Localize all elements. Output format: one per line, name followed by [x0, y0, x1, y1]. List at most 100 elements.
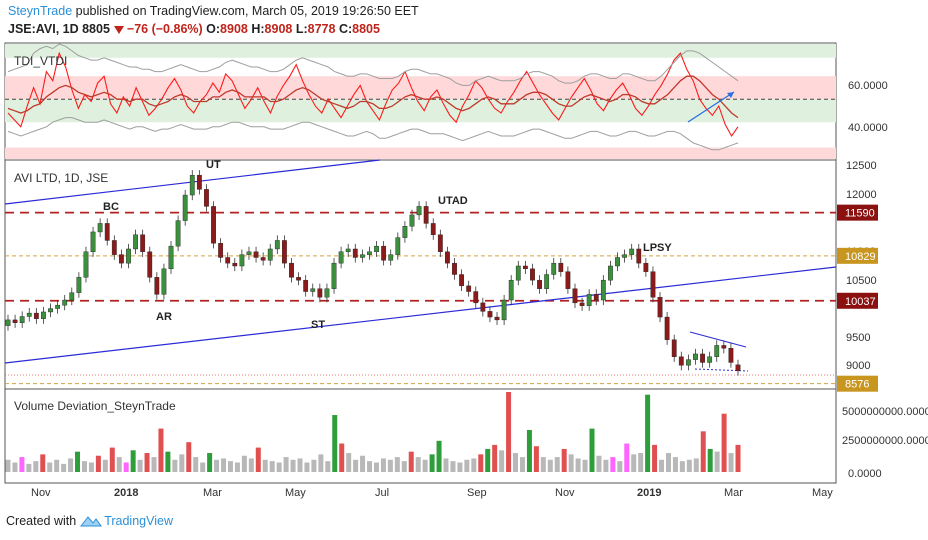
candle: [175, 215, 181, 252]
volume-bar: [47, 462, 53, 472]
tdi-arrow-head-icon: [727, 92, 734, 98]
volume-bar: [603, 459, 609, 472]
tdi-zone-0: [5, 76, 836, 100]
candle: [402, 221, 408, 243]
volume-bar: [422, 459, 428, 472]
volume-bar: [401, 461, 407, 472]
candle: [600, 275, 606, 306]
tdi-series-3: [7, 117, 739, 151]
tdi-series-0: [7, 51, 739, 138]
volume-bar: [367, 461, 373, 472]
volume-bar: [193, 457, 199, 472]
lower-trend-line[interactable]: [4, 266, 837, 364]
volume-bar: [318, 454, 324, 472]
volume-bar: [652, 444, 658, 472]
volume-bar: [297, 458, 303, 472]
wedge-top-line[interactable]: [689, 331, 747, 348]
candle: [246, 246, 252, 260]
candle: [55, 300, 61, 314]
candle: [211, 201, 216, 249]
volume-bar: [443, 458, 449, 472]
candle: [118, 249, 124, 269]
price-tick-9000: 9000: [846, 360, 870, 372]
volume-bar: [408, 451, 414, 472]
volume-bar: [506, 392, 512, 472]
price-tick-12500: 12500: [846, 160, 877, 172]
tdi-title: TDI_VTDI: [14, 54, 67, 68]
label-st: ST: [311, 319, 325, 331]
candle: [593, 289, 599, 306]
candle: [133, 229, 138, 255]
volume-bar: [617, 461, 623, 472]
tdi-pane[interactable]: TDI_VTDI 60.0000 40.0000: [5, 43, 888, 159]
volume-bar: [179, 454, 185, 472]
candle: [700, 348, 705, 368]
candle: [317, 283, 323, 303]
candle: [76, 272, 82, 298]
open-label: O:: [206, 22, 221, 36]
volume-bar: [130, 450, 136, 472]
label-ar: AR: [156, 311, 172, 323]
chart-canvas[interactable]: TDI_VTDI 60.0000 40.0000 AVI LTD, 1D, JS…: [0, 40, 928, 510]
candle: [459, 269, 464, 291]
volume-bar: [707, 448, 713, 472]
volume-pane[interactable]: Volume Deviation_SteynTrade 5000000000.0…: [5, 392, 928, 480]
tdi-tick-60: 60.0000: [848, 80, 888, 92]
level-badge-10037: 10037: [837, 292, 878, 309]
close-value: 8805: [352, 22, 380, 36]
candle: [423, 201, 429, 229]
label-bc: BC: [103, 201, 119, 213]
volume-bar: [88, 462, 94, 472]
candle: [544, 269, 550, 294]
time-tick-nov: Nov: [31, 487, 51, 499]
candle: [537, 275, 542, 294]
candle: [33, 307, 39, 324]
level-badge-11590: 11590: [837, 204, 878, 221]
candle: [90, 226, 96, 257]
candle: [445, 246, 450, 269]
symbol-label: JSE:AVI, 1D: [8, 22, 79, 36]
time-tick-mar-2: Mar: [724, 487, 743, 499]
candle: [551, 258, 557, 280]
volume-bar: [679, 461, 685, 472]
tradingview-brand-link[interactable]: TradingView: [104, 514, 173, 528]
tradingview-logo-icon[interactable]: [80, 514, 103, 528]
time-axis[interactable]: Nov 2018 Mar May Jul Sep Nov 2019 Mar Ma…: [31, 487, 833, 499]
candle: [189, 170, 195, 201]
level-badge-10829: 10829: [837, 247, 878, 264]
candle: [182, 189, 188, 226]
tdi-zone-3: [5, 147, 836, 159]
candle: [565, 266, 571, 294]
author-name[interactable]: SteynTrade: [8, 4, 73, 18]
candle: [232, 258, 238, 272]
candle: [487, 306, 493, 323]
volume-bar: [81, 461, 87, 472]
time-tick-may: May: [285, 487, 306, 499]
candle: [480, 297, 486, 317]
tdi-tick-40: 40.0000: [848, 122, 888, 134]
time-tick-nov-2: Nov: [555, 487, 575, 499]
candle: [267, 243, 273, 266]
volume-bar: [353, 459, 359, 472]
last-price: 8805: [82, 22, 110, 36]
candle: [629, 243, 635, 260]
volume-bar: [311, 459, 317, 472]
candle: [69, 287, 75, 306]
tdi-trend-arrow[interactable]: [687, 91, 735, 123]
published-text: published on TradingView.com, March 05, …: [75, 4, 419, 18]
level-badge-text-10037: 10037: [845, 296, 876, 308]
time-tick-mar: Mar: [203, 487, 222, 499]
price-pane[interactable]: AVI LTD, 1D, JSE UT BC AR ST UTAD LPSY 1…: [4, 159, 878, 392]
volume-bar: [40, 454, 46, 472]
tdi-zone-1: [5, 99, 836, 123]
candle: [466, 280, 472, 297]
price-title: AVI LTD, 1D, JSE: [14, 171, 108, 185]
label-utad: UTAD: [438, 195, 468, 207]
volume-bar: [728, 453, 734, 472]
low-value: 8778: [307, 22, 336, 36]
candle: [608, 260, 613, 286]
volume-bar: [5, 459, 11, 472]
candle: [615, 252, 620, 272]
volume-bar: [360, 455, 366, 472]
volume-bar: [492, 444, 498, 472]
